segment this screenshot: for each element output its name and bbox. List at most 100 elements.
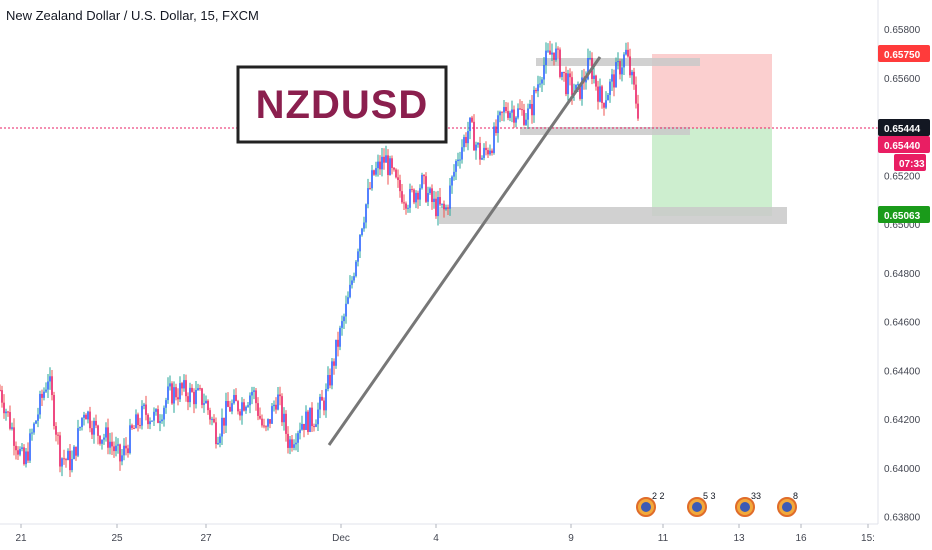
price-tick-label: 0.64600: [884, 318, 921, 329]
candle-body: [339, 327, 341, 347]
candle-body: [461, 147, 463, 160]
candle-body: [371, 170, 373, 189]
candle-body: [255, 390, 257, 404]
candle-body: [293, 444, 295, 448]
time-tick-label: 15:: [861, 533, 875, 544]
candle-body: [49, 376, 51, 382]
candle-body: [29, 433, 31, 461]
candle-body: [91, 428, 93, 435]
candle-body: [141, 405, 143, 426]
candle-body: [569, 73, 571, 78]
candle-body: [129, 425, 131, 454]
candle-body: [373, 170, 375, 175]
candle-body: [423, 174, 425, 177]
trend-line[interactable]: [327, 56, 602, 446]
time-tick-label: 4: [433, 533, 439, 544]
time-axis[interactable]: 21 25 27 Dec 4 9 11 13 16 15:: [15, 524, 875, 544]
candle-body: [187, 396, 189, 403]
candle-body: [493, 126, 495, 153]
candle-body: [501, 111, 503, 113]
candle-body: [401, 191, 403, 203]
candle-body: [509, 112, 511, 118]
candle-body: [631, 71, 633, 76]
candle-body: [99, 435, 101, 444]
candle-body: [349, 284, 351, 298]
candle-body: [105, 427, 107, 438]
candle-body: [609, 81, 611, 95]
candle-body: [65, 459, 67, 461]
candle-body: [415, 192, 417, 203]
candle-body: [307, 411, 309, 432]
candle-body: [563, 71, 565, 74]
candle-body: [207, 400, 209, 411]
candle-body: [253, 390, 255, 392]
candle-body: [629, 56, 631, 76]
candle-body: [441, 203, 443, 205]
candle-body: [249, 395, 251, 406]
economic-events[interactable]: 2 2 5 3 33 8: [636, 491, 798, 517]
candle-body: [97, 425, 99, 436]
candle-body: [177, 397, 179, 400]
candle-body: [503, 107, 505, 113]
symbol-label-box[interactable]: [236, 65, 448, 144]
candle-body: [457, 159, 459, 162]
candle-body: [475, 144, 477, 151]
candle-body: [377, 161, 379, 169]
event-count-label: 8: [793, 491, 798, 501]
candle-body: [297, 433, 299, 443]
candle-body: [483, 147, 485, 158]
candle-body: [613, 74, 615, 88]
candle-body: [611, 74, 613, 82]
price-axis[interactable]: 0.65800 0.65600 0.65200 0.65000 0.64800 0.646…: [884, 25, 921, 523]
candle-body: [265, 426, 267, 428]
candle-body: [43, 391, 45, 398]
event-flag-icon[interactable]: 5 3: [687, 491, 716, 517]
candle-body: [175, 387, 177, 398]
candle-body: [369, 188, 371, 190]
candle-body: [225, 401, 227, 426]
candle-body: [45, 389, 47, 392]
current-price-label: 0.65444: [884, 124, 921, 135]
candle-body: [545, 50, 547, 66]
candle-body: [123, 445, 125, 456]
candle-body: [149, 421, 151, 425]
candle-body: [363, 222, 365, 229]
event-flag-icon[interactable]: 2 2: [636, 491, 665, 517]
candle-body: [283, 413, 285, 423]
candle-body: [119, 444, 121, 462]
event-flag-icon[interactable]: 8: [777, 491, 798, 517]
candle-body: [347, 297, 349, 304]
candle-body: [203, 403, 205, 405]
candle-body: [523, 109, 525, 125]
candle-body: [137, 414, 139, 426]
candle-body: [39, 393, 41, 415]
candle-body: [113, 446, 115, 452]
candle-body: [0, 389, 1, 391]
candle-body: [553, 52, 555, 60]
target-price-label: 0.65063: [884, 211, 921, 222]
candle-body: [451, 176, 453, 186]
event-flag-icon[interactable]: 33: [735, 491, 761, 517]
candle-body: [287, 433, 289, 448]
candle-body: [165, 400, 167, 408]
candle-body: [13, 427, 15, 446]
candle-body: [531, 104, 533, 116]
candle-body: [635, 84, 637, 104]
candle-body: [17, 450, 19, 455]
candle-body: [195, 390, 197, 405]
countdown-price-label: 07:33: [899, 159, 925, 170]
candle-body: [621, 67, 623, 75]
candle-body: [75, 446, 77, 456]
candle-body: [465, 137, 467, 144]
candle-body: [89, 411, 91, 429]
candle-body: [397, 177, 399, 181]
candle-body: [53, 395, 55, 427]
candle-body: [535, 89, 537, 92]
candle-body: [107, 427, 109, 448]
candle-body: [607, 94, 609, 101]
time-tick-label: 9: [568, 533, 574, 544]
candle-body: [261, 418, 263, 426]
candle-body: [499, 111, 501, 116]
candle-body: [585, 79, 587, 83]
